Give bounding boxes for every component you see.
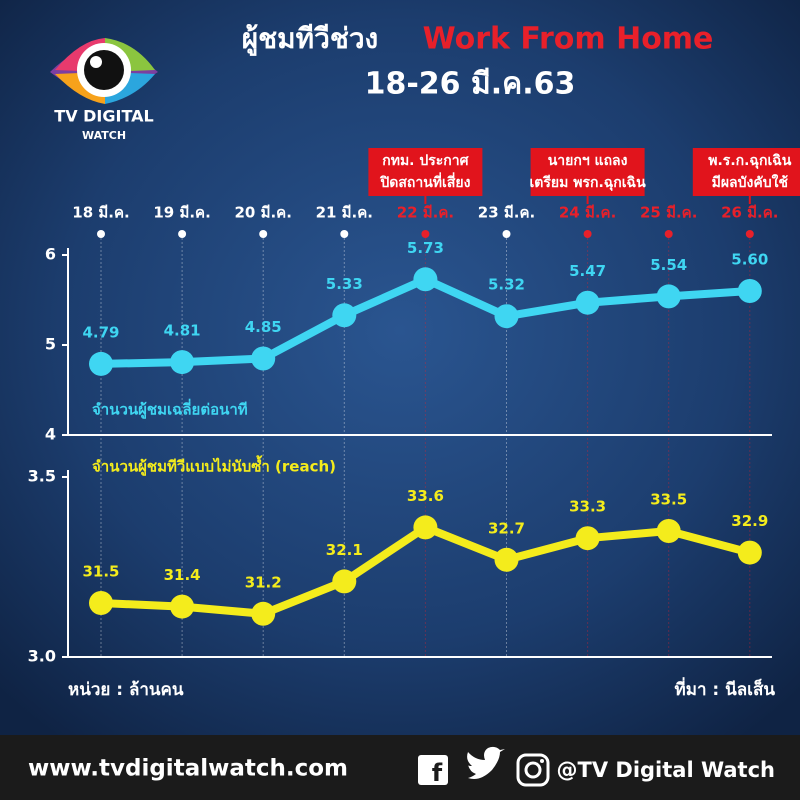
date-dot	[97, 230, 105, 238]
value-label: 31.5	[82, 563, 119, 581]
date-dot	[745, 230, 754, 238]
date-dot	[340, 230, 349, 238]
y-tick-label: 3.5	[28, 467, 56, 486]
source-note: ที่มา : นีลเส็น	[675, 677, 776, 700]
marker	[170, 594, 195, 619]
value-label: 5.32	[488, 276, 525, 294]
value-label: 31.2	[245, 573, 282, 591]
date-dot	[259, 230, 268, 238]
value-label: 4.85	[245, 318, 282, 336]
value-label: 5.33	[326, 275, 363, 293]
marker	[656, 519, 681, 543]
marker	[494, 547, 519, 572]
y-tick-label: 3.0	[28, 647, 56, 666]
marker	[494, 304, 519, 329]
svg-text:f: f	[432, 759, 443, 787]
website: www.tvdigitalwatch.com	[28, 756, 348, 782]
title: ผู้ชมทีวีช่วง	[242, 22, 378, 56]
marker	[170, 350, 195, 375]
y-tick-label: 4	[45, 425, 56, 444]
footer-bar	[0, 735, 800, 800]
marker	[413, 267, 438, 292]
x-tick-label: 21 มี.ค.	[316, 204, 373, 222]
annotation-text: ปิดสถานที่เสี่ยง	[379, 172, 471, 191]
value-label: 5.54	[650, 256, 687, 274]
unit-note: หน่วย : ล้านคน	[68, 680, 184, 700]
social-handle: @TV Digital Watch	[557, 758, 776, 782]
title-highlight: Work From Home	[423, 22, 714, 57]
marker	[737, 279, 762, 303]
series-label: จำนวนผู้ชมเฉลี่ยต่อนาที	[92, 399, 248, 420]
marker	[332, 303, 357, 328]
value-label: 4.81	[164, 322, 201, 340]
value-label: 32.9	[731, 512, 768, 530]
series-label: จำนวนผู้ชมทีวีแบบไม่นับซ้ำ (reach)	[92, 455, 336, 477]
value-label: 33.3	[569, 498, 606, 516]
annotation-text: นายกฯ แถลง	[548, 153, 628, 169]
value-label: 33.6	[407, 487, 444, 505]
annotation-box	[368, 148, 483, 196]
value-label: 5.73	[407, 239, 444, 257]
date-dot	[502, 230, 511, 238]
annotation-box	[530, 148, 645, 196]
social-icons: f	[418, 746, 550, 787]
marker	[656, 284, 681, 309]
marker	[737, 540, 762, 565]
annotation-box	[692, 148, 800, 196]
date-dot	[421, 230, 430, 238]
marker	[89, 351, 113, 376]
x-tick-label: 19 มี.ค.	[153, 204, 210, 222]
x-tick-label: 25 มี.ค.	[640, 204, 697, 222]
value-label: 32.1	[326, 541, 363, 559]
value-label: 33.5	[650, 491, 687, 509]
annotation-text: เตรียม พรก.ฉุกเฉิน	[530, 175, 647, 191]
annotation-text: พ.ร.ก.ฉุกเฉิน	[708, 153, 792, 169]
x-tick-label: 20 มี.ค.	[234, 204, 291, 222]
x-tick-label: 22 มี.ค.	[397, 204, 454, 222]
value-label: 31.4	[164, 566, 201, 584]
logo-subtext: WATCH	[82, 129, 126, 142]
annotation-text: กทม. ประกาศ	[382, 153, 469, 169]
x-tick-label: 26 มี.ค.	[721, 204, 778, 222]
x-tick-label: 23 มี.ค.	[478, 204, 535, 222]
marker	[332, 569, 357, 594]
marker	[251, 601, 276, 626]
date-dot	[178, 230, 187, 238]
y-tick-label: 5	[45, 335, 56, 354]
date-dot	[583, 230, 592, 238]
marker	[575, 290, 600, 315]
date-dot	[664, 230, 673, 238]
x-tick-label: 24 มี.ค.	[559, 204, 616, 222]
value-label: 5.60	[731, 251, 768, 269]
subtitle: 18-26 มี.ค.63	[365, 67, 576, 102]
logo-text: TV DIGITAL	[54, 107, 153, 126]
marker	[251, 346, 276, 371]
background	[0, 0, 800, 735]
marker	[575, 526, 600, 551]
x-tick-label: 18 มี.ค.	[72, 204, 129, 222]
value-label: 32.7	[488, 519, 525, 537]
annotation-text: มีผลบังคับใช้	[712, 173, 789, 191]
marker	[89, 591, 113, 615]
y-tick-label: 6	[45, 245, 56, 264]
marker	[413, 515, 438, 540]
value-label: 5.47	[569, 262, 606, 280]
logo	[50, 38, 158, 104]
value-label: 4.79	[82, 323, 119, 341]
